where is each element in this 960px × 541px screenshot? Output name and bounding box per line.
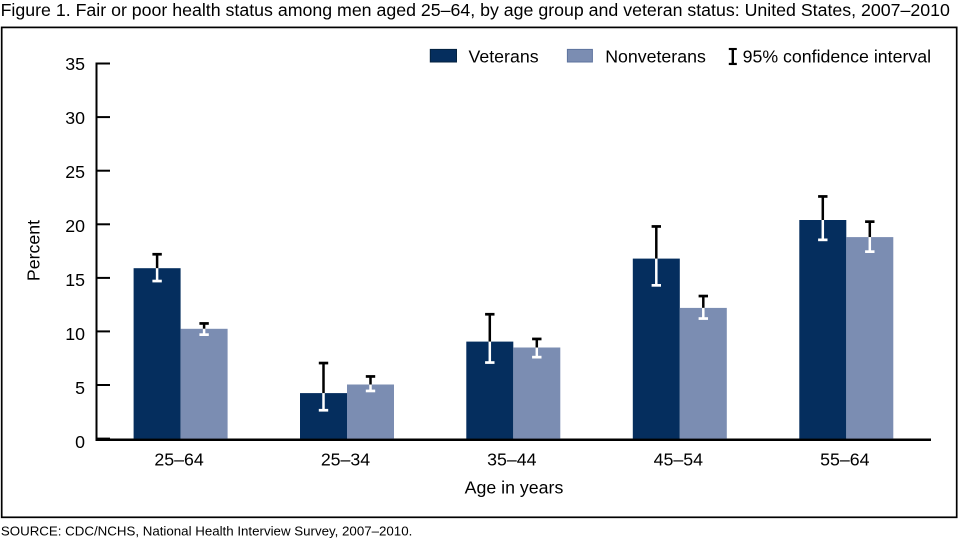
svg-text:55–64: 55–64: [820, 449, 869, 469]
svg-text:35: 35: [65, 54, 85, 74]
svg-text:15: 15: [65, 270, 85, 290]
svg-text:25–64: 25–64: [154, 449, 203, 469]
svg-text:Figure 1. Fair or poor health: Figure 1. Fair or poor health status amo…: [1, 0, 950, 20]
svg-text:0: 0: [75, 432, 85, 452]
svg-text:45–54: 45–54: [654, 449, 703, 469]
svg-text:95% confidence interval: 95% confidence interval: [743, 46, 931, 66]
svg-text:SOURCE: CDC/NCHS, National Hea: SOURCE: CDC/NCHS, National Health Interv…: [1, 523, 412, 538]
svg-text:30: 30: [65, 108, 85, 128]
svg-text:35–44: 35–44: [487, 449, 536, 469]
svg-text:20: 20: [65, 216, 85, 236]
svg-text:Age in years: Age in years: [465, 478, 564, 498]
svg-text:25: 25: [65, 162, 85, 182]
svg-text:Percent: Percent: [24, 220, 44, 281]
svg-text:25–34: 25–34: [321, 449, 370, 469]
svg-text:Veterans: Veterans: [469, 46, 539, 66]
svg-text:Nonveterans: Nonveterans: [605, 46, 706, 66]
svg-text:10: 10: [65, 324, 85, 344]
svg-text:5: 5: [75, 378, 85, 398]
